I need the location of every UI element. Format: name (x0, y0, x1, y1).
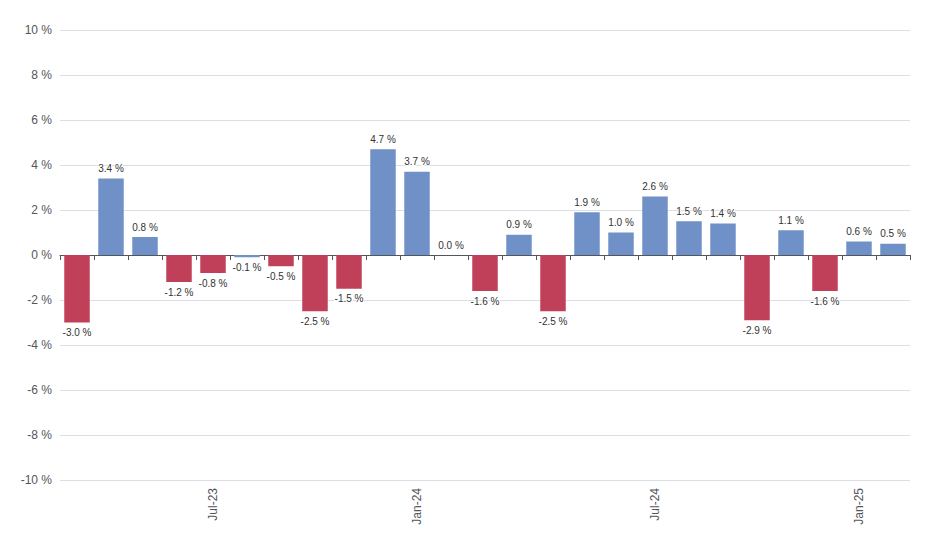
svg-text:1.1 %: 1.1 % (778, 215, 804, 226)
svg-text:8 %: 8 % (31, 68, 52, 82)
svg-text:0.6 %: 0.6 % (846, 226, 872, 237)
svg-text:Jan-24: Jan-24 (410, 488, 424, 525)
svg-text:4 %: 4 % (31, 158, 52, 172)
svg-text:-1.5 %: -1.5 % (335, 293, 364, 304)
svg-text:-0.1 %: -0.1 % (233, 262, 262, 273)
svg-text:-3.0 %: -3.0 % (63, 327, 92, 338)
svg-text:0.9 %: 0.9 % (506, 219, 532, 230)
svg-text:-6 %: -6 % (27, 383, 52, 397)
svg-text:3.4 %: 3.4 % (98, 163, 124, 174)
svg-text:4.7 %: 4.7 % (370, 134, 396, 145)
svg-text:3.7 %: 3.7 % (404, 156, 430, 167)
svg-text:1.0 %: 1.0 % (608, 217, 634, 228)
svg-text:-1.2 %: -1.2 % (165, 287, 194, 298)
svg-text:6 %: 6 % (31, 113, 52, 127)
svg-text:0 %: 0 % (31, 248, 52, 262)
svg-text:-4 %: -4 % (27, 338, 52, 352)
svg-text:-2.5 %: -2.5 % (539, 316, 568, 327)
svg-text:-1.6 %: -1.6 % (811, 296, 840, 307)
svg-text:1.4 %: 1.4 % (710, 208, 736, 219)
svg-text:0.8 %: 0.8 % (132, 222, 158, 233)
svg-text:2 %: 2 % (31, 203, 52, 217)
svg-text:-2.9 %: -2.9 % (743, 325, 772, 336)
svg-text:Jan-25: Jan-25 (852, 488, 866, 525)
svg-text:0.0 %: 0.0 % (438, 240, 464, 251)
svg-text:2.6 %: 2.6 % (642, 181, 668, 192)
svg-text:-8 %: -8 % (27, 428, 52, 442)
svg-text:Jul-24: Jul-24 (648, 488, 662, 521)
svg-text:-10 %: -10 % (21, 473, 53, 487)
svg-text:-0.8 %: -0.8 % (199, 278, 228, 289)
svg-text:1.5 %: 1.5 % (676, 206, 702, 217)
svg-text:0.5 %: 0.5 % (880, 228, 906, 239)
svg-text:-2 %: -2 % (27, 293, 52, 307)
svg-text:10 %: 10 % (25, 23, 53, 37)
svg-text:-2.5 %: -2.5 % (301, 316, 330, 327)
svg-text:-0.5 %: -0.5 % (267, 271, 296, 282)
svg-text:-1.6 %: -1.6 % (471, 296, 500, 307)
svg-text:1.9 %: 1.9 % (574, 197, 600, 208)
svg-text:Jul-23: Jul-23 (206, 488, 220, 521)
